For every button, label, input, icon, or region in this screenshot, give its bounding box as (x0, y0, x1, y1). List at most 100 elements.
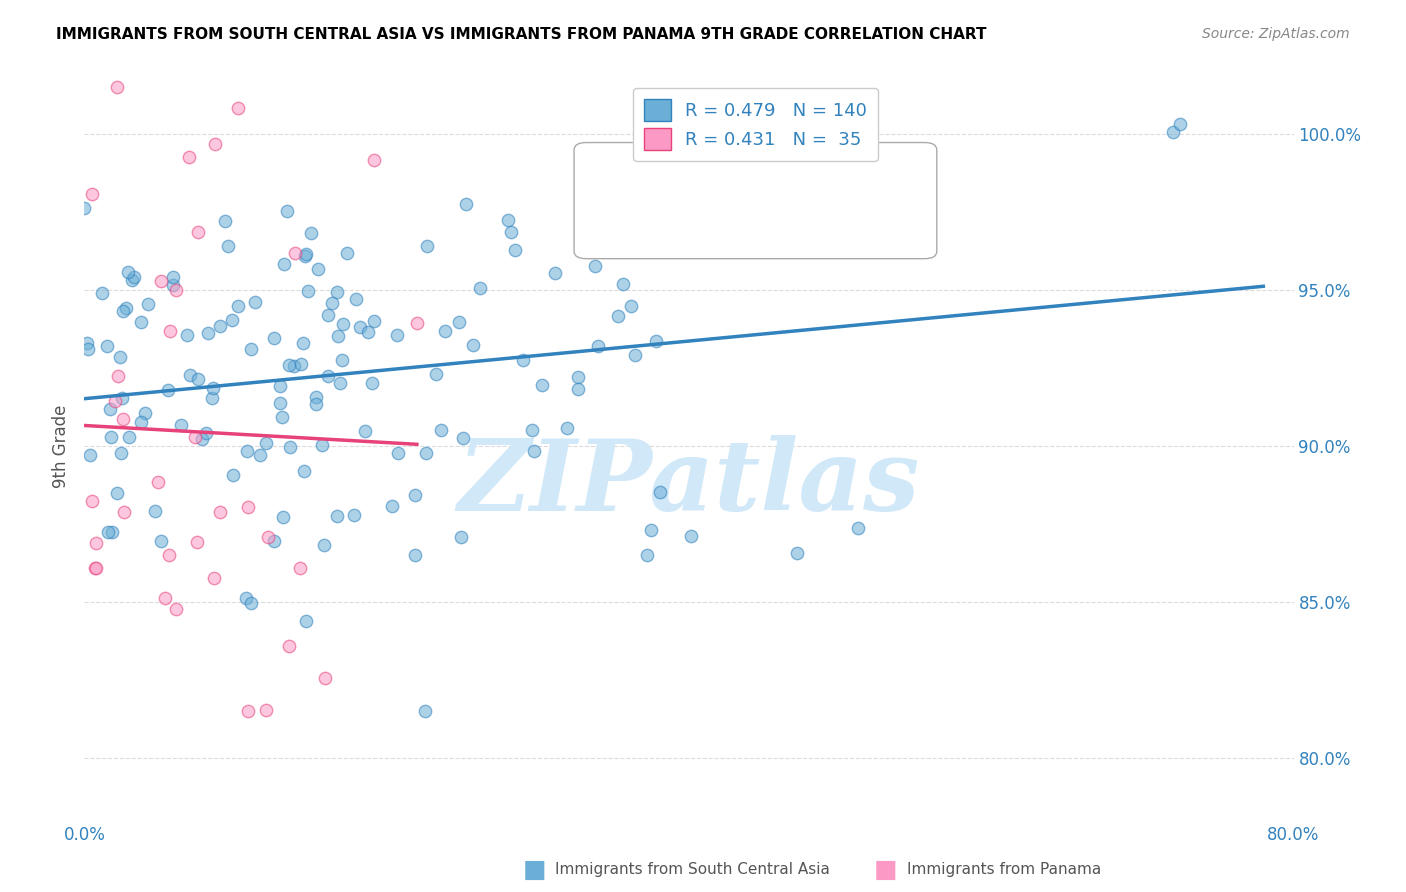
Text: ■: ■ (875, 858, 897, 881)
Point (204, 136, 226, 151)
Point (415, 705, 437, 719)
Point (276, 204, 298, 219)
Point (620, 299, 643, 313)
Point (655, 244, 678, 258)
Point (122, 270, 145, 285)
Point (82, 187, 104, 202)
Point (86, 536, 108, 550)
Point (307, 262, 329, 277)
Point (433, 324, 456, 338)
Point (269, 379, 291, 393)
Point (149, 534, 172, 549)
Point (107, 368, 129, 383)
Point (321, 296, 343, 310)
Point (640, 523, 662, 537)
Point (269, 396, 291, 410)
Point (329, 376, 352, 390)
Point (76, 335, 98, 350)
Point (1168, 118, 1191, 132)
Point (520, 423, 543, 437)
Point (111, 304, 134, 318)
Point (257, 529, 280, 543)
Point (79, 448, 101, 462)
Point (865, 208, 887, 222)
Point (110, 445, 132, 459)
Point (121, 273, 143, 287)
Point (846, 521, 869, 535)
Point (222, 468, 245, 483)
Point (614, 173, 637, 187)
Point (305, 390, 328, 404)
Point (523, 443, 546, 458)
Point (363, 314, 385, 328)
Point (165, 602, 187, 616)
Point (461, 338, 484, 352)
Point (226, 299, 249, 313)
Point (190, 433, 212, 447)
Point (454, 197, 477, 211)
Point (202, 571, 225, 585)
Point (404, 548, 426, 562)
Point (145, 504, 167, 518)
Point (150, 274, 173, 288)
Point (129, 415, 152, 429)
Point (496, 213, 519, 227)
Point (468, 281, 491, 295)
Point (263, 534, 285, 549)
Point (236, 705, 259, 719)
Point (236, 444, 259, 458)
Point (295, 615, 318, 629)
Point (187, 372, 209, 386)
Point (612, 277, 634, 291)
Point (283, 359, 305, 374)
Point (226, 101, 249, 115)
Point (148, 475, 170, 490)
Point (297, 284, 319, 298)
Point (636, 548, 658, 562)
Point (201, 391, 224, 405)
Point (240, 342, 263, 356)
Point (90, 285, 112, 300)
Point (256, 703, 278, 717)
Point (96, 339, 118, 353)
Point (606, 309, 628, 323)
Point (186, 535, 208, 549)
Point (235, 591, 257, 605)
Point (197, 326, 219, 340)
Point (290, 357, 312, 371)
Point (644, 334, 666, 348)
Point (292, 336, 315, 351)
Point (165, 283, 187, 297)
Text: Source: ZipAtlas.com: Source: ZipAtlas.com (1202, 27, 1350, 41)
Text: Immigrants from Panama: Immigrants from Panama (907, 863, 1101, 877)
Point (156, 383, 179, 397)
Point (271, 510, 294, 524)
Text: IMMIGRANTS FROM SOUTH CENTRAL ASIA VS IMMIGRANTS FROM PANAMA 9TH GRADE CORRELATI: IMMIGRANTS FROM SOUTH CENTRAL ASIA VS IM… (56, 27, 987, 42)
Point (381, 499, 404, 513)
FancyBboxPatch shape (574, 143, 936, 259)
Point (84, 561, 107, 575)
Point (786, 546, 808, 560)
Point (624, 348, 647, 362)
Point (278, 358, 301, 372)
Point (326, 328, 349, 343)
Point (648, 484, 671, 499)
Point (676, 112, 699, 126)
Point (107, 485, 129, 500)
Point (115, 301, 138, 316)
Point (243, 295, 266, 310)
Point (544, 266, 567, 280)
Legend: R = 0.479   N = 140, R = 0.431   N =  35: R = 0.479 N = 140, R = 0.431 N = 35 (633, 88, 877, 161)
Point (208, 505, 231, 519)
Point (501, 225, 523, 239)
Point (620, 195, 643, 210)
Point (349, 320, 371, 334)
Point (202, 381, 225, 395)
Point (108, 351, 131, 365)
Point (316, 368, 339, 383)
Point (270, 410, 292, 425)
Point (312, 538, 335, 552)
Point (77, 342, 100, 356)
Point (299, 226, 322, 240)
Point (354, 424, 377, 438)
